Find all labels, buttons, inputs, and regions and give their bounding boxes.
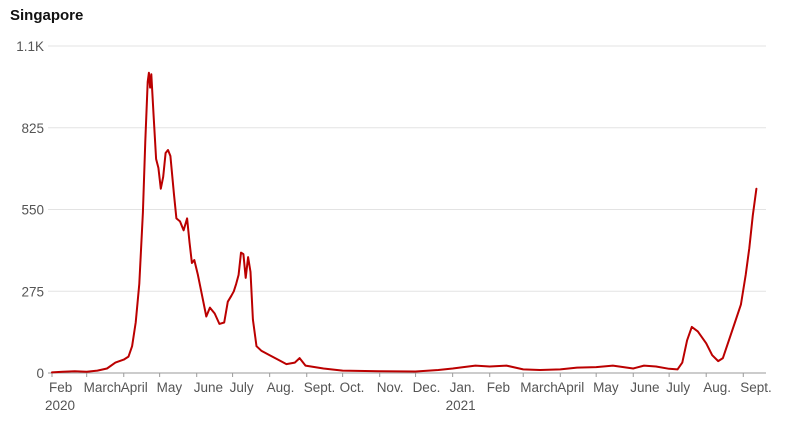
- x-tick-label: Sept.: [304, 380, 336, 395]
- x-tick-label: Aug.: [267, 380, 295, 395]
- x-tick-label: May: [593, 380, 619, 395]
- series-line: [51, 71, 758, 374]
- y-tick-label: 825: [21, 121, 44, 136]
- x-tick-label: Jan.: [450, 380, 476, 395]
- y-tick-label: 1.1K: [16, 39, 44, 54]
- x-tick-year-label: 2020: [45, 398, 75, 413]
- x-tick-label: Dec.: [413, 380, 441, 395]
- y-tick-label: 0: [36, 366, 44, 381]
- x-tick-label: May: [157, 380, 183, 395]
- x-tick-label: Sept.: [740, 380, 772, 395]
- x-tick-label: June: [194, 380, 223, 395]
- x-tick-label: Nov.: [377, 380, 404, 395]
- x-tick-label: April: [121, 380, 148, 395]
- x-tick-label: March: [520, 380, 558, 395]
- x-tick-label: Feb: [487, 380, 510, 395]
- x-tick-label: July: [666, 380, 690, 395]
- x-tick-label: March: [84, 380, 122, 395]
- x-tick-label: Feb: [49, 380, 72, 395]
- x-tick-label: Oct.: [340, 380, 365, 395]
- x-tick-label: July: [230, 380, 254, 395]
- x-tick-year-label: 2021: [446, 398, 476, 413]
- y-tick-label: 550: [21, 203, 44, 218]
- y-tick-label: 275: [21, 284, 44, 299]
- x-tick-label: June: [630, 380, 659, 395]
- chart-title: Singapore: [10, 7, 84, 24]
- x-tick-label: April: [557, 380, 584, 395]
- x-tick-label: Aug.: [703, 380, 731, 395]
